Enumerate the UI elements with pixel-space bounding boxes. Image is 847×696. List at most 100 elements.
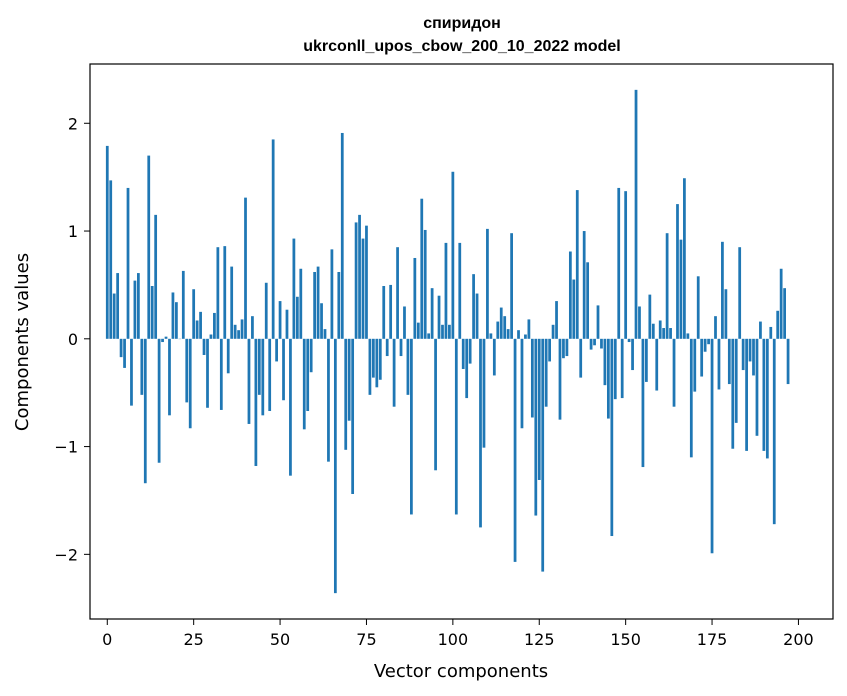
bar-13: [150, 286, 154, 339]
bar-109: [482, 338, 486, 448]
bar-181: [731, 338, 735, 449]
bar-46: [264, 282, 268, 339]
bar-197: [786, 338, 790, 385]
x-tick-label: 125: [524, 630, 555, 649]
bar-77: [371, 338, 375, 378]
bar-8: [133, 280, 137, 339]
bar-166: [679, 239, 683, 339]
bar-27: [199, 311, 202, 339]
bar-76: [368, 338, 372, 395]
bar-135: [572, 279, 576, 339]
bar-104: [465, 338, 469, 399]
bar-131: [558, 338, 562, 420]
bar-85: [399, 338, 403, 357]
bar-50: [278, 301, 282, 339]
bar-9: [137, 273, 140, 339]
bar-165: [676, 204, 679, 339]
bar-74: [361, 238, 365, 339]
chart-title-line2: ukrconll_upos_cbow_200_10_2022 model: [303, 38, 620, 55]
bar-54: [292, 238, 296, 339]
bar-82: [389, 284, 393, 339]
bar-176: [714, 316, 717, 339]
bar-158: [651, 323, 655, 339]
bar-172: [700, 338, 704, 377]
bar-19: [171, 292, 175, 339]
bar-51: [282, 338, 285, 401]
bar-71: [351, 338, 355, 494]
bar-120: [520, 338, 524, 429]
bar-118: [513, 338, 517, 562]
bar-33: [219, 338, 223, 410]
bar-49: [275, 338, 278, 362]
bar-26: [195, 320, 199, 339]
bar-61: [316, 266, 320, 339]
bar-125: [537, 338, 541, 480]
bar-193: [772, 338, 776, 525]
bar-56: [299, 268, 303, 339]
y-tick-label: 2: [68, 114, 78, 133]
bar-20: [175, 302, 178, 339]
bar-182: [734, 338, 738, 423]
bar-72: [354, 222, 358, 339]
bar-83: [392, 338, 396, 407]
bar-60: [313, 271, 317, 339]
bar-55: [295, 296, 299, 339]
bar-194: [776, 310, 780, 339]
bar-148: [617, 187, 621, 339]
bar-157: [648, 294, 652, 339]
bar-98: [444, 242, 448, 339]
y-tick-label: −1: [54, 438, 78, 457]
bar-190: [762, 338, 766, 451]
bar-43: [254, 338, 258, 466]
bar-2: [112, 293, 116, 339]
y-tick-label: 0: [68, 330, 78, 349]
bar-183: [738, 247, 742, 339]
bar-6: [126, 187, 130, 339]
y-tick-label: 1: [68, 222, 78, 241]
bar-5: [123, 338, 126, 368]
bar-169: [689, 338, 693, 458]
bar-138: [582, 231, 586, 339]
bar-32: [216, 247, 220, 339]
bar-106: [472, 274, 475, 339]
bar-78: [375, 338, 379, 388]
bar-84: [396, 247, 399, 339]
bar-47: [268, 338, 272, 412]
bar-42: [251, 316, 254, 339]
bar-155: [641, 338, 645, 468]
bar-7: [130, 338, 133, 406]
bar-108: [479, 338, 482, 528]
bar-175: [710, 338, 714, 554]
bar-184: [741, 338, 745, 371]
bar-121: [524, 334, 527, 339]
bar-22: [181, 270, 185, 339]
bar-67: [337, 271, 341, 339]
bar-69: [344, 338, 348, 450]
bar-95: [434, 338, 437, 471]
bar-116: [506, 329, 510, 339]
bar-191: [765, 338, 769, 459]
bar-102: [458, 242, 462, 339]
bar-186: [748, 338, 752, 362]
y-tick-label: −2: [54, 545, 78, 564]
bar-73: [358, 214, 361, 339]
bar-137: [579, 338, 583, 378]
bar-101: [454, 338, 458, 515]
bar-88: [410, 338, 413, 515]
bar-123: [530, 338, 534, 418]
x-tick-label: 100: [438, 630, 469, 649]
bar-18: [168, 338, 171, 416]
bar-80: [382, 286, 386, 339]
bar-24: [188, 338, 192, 429]
bar-37: [233, 324, 237, 339]
x-tick-label: 50: [270, 630, 290, 649]
bar-147: [613, 338, 617, 400]
x-tick-label: 175: [697, 630, 728, 649]
bar-159: [655, 338, 659, 391]
bar-89: [413, 257, 417, 339]
bar-174: [707, 338, 710, 345]
bar-143: [600, 338, 603, 349]
bar-136: [575, 190, 579, 339]
bar-151: [627, 338, 631, 343]
